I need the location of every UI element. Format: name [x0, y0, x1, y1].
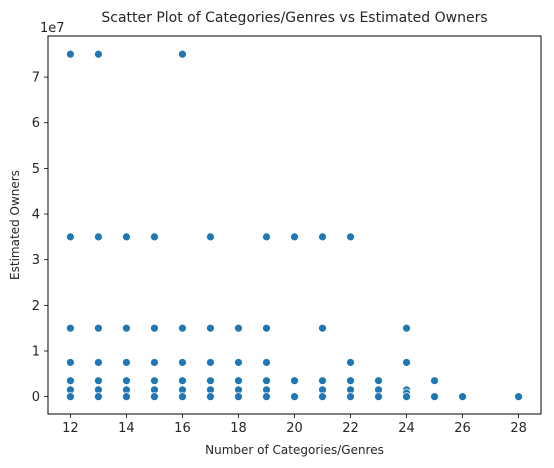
data-point — [178, 324, 186, 332]
data-point — [262, 377, 270, 385]
data-point — [206, 358, 214, 366]
data-point — [431, 377, 439, 385]
y-axis: 0 1 2 3 4 5 6 7 — [32, 71, 48, 406]
data-point — [291, 393, 299, 401]
data-point — [206, 233, 214, 241]
data-point — [319, 393, 327, 401]
data-point — [66, 50, 74, 58]
x-tick-label: 28 — [510, 421, 527, 436]
plot-frame — [48, 36, 541, 414]
data-point — [206, 393, 214, 401]
data-point — [347, 393, 355, 401]
data-point — [375, 377, 383, 385]
data-point — [234, 324, 242, 332]
x-tick-label: 22 — [342, 421, 359, 436]
data-point — [262, 393, 270, 401]
data-point — [206, 377, 214, 385]
data-point — [66, 358, 74, 366]
data-point — [234, 358, 242, 366]
data-point — [431, 393, 439, 401]
data-point — [122, 324, 130, 332]
data-point — [94, 50, 102, 58]
y-tick-label: 1 — [32, 345, 40, 360]
data-point — [319, 324, 327, 332]
data-point — [262, 324, 270, 332]
x-tick-label: 24 — [398, 421, 415, 436]
data-point — [150, 358, 158, 366]
data-point — [150, 393, 158, 401]
y-tick-label: 6 — [32, 116, 40, 131]
data-point — [262, 233, 270, 241]
data-point — [234, 393, 242, 401]
x-tick-label: 12 — [62, 421, 79, 436]
y-tick-label: 5 — [32, 162, 40, 177]
y-tick-label: 4 — [32, 208, 40, 223]
data-point — [319, 377, 327, 385]
data-point — [403, 324, 411, 332]
y-tick-label: 0 — [32, 390, 40, 405]
data-point — [291, 377, 299, 385]
data-point — [347, 377, 355, 385]
data-point — [347, 233, 355, 241]
data-point — [515, 393, 523, 401]
data-point — [178, 50, 186, 58]
data-point — [375, 393, 383, 401]
data-point — [150, 324, 158, 332]
x-tick-label: 26 — [454, 421, 471, 436]
data-point — [178, 358, 186, 366]
data-point — [150, 233, 158, 241]
data-point — [234, 377, 242, 385]
data-point — [122, 233, 130, 241]
data-point — [178, 393, 186, 401]
data-point — [122, 377, 130, 385]
y-tick-label: 3 — [32, 253, 40, 268]
y-axis-offset-label: 1e7 — [40, 21, 65, 36]
data-point — [66, 233, 74, 241]
data-point — [403, 393, 411, 401]
data-point — [122, 393, 130, 401]
data-point — [94, 377, 102, 385]
x-axis-label: Number of Categories/Genres — [205, 443, 384, 457]
data-point — [262, 358, 270, 366]
x-tick-label: 14 — [118, 421, 135, 436]
chart-title: Scatter Plot of Categories/Genres vs Est… — [101, 10, 487, 26]
y-axis-label: Estimated Owners — [8, 170, 22, 280]
data-point — [122, 358, 130, 366]
data-point — [319, 233, 327, 241]
data-point — [94, 393, 102, 401]
data-point — [94, 233, 102, 241]
x-axis: 12 14 16 18 20 22 24 26 28 — [62, 414, 527, 436]
data-point — [66, 377, 74, 385]
data-point — [178, 377, 186, 385]
points-layer — [66, 50, 522, 400]
x-tick-label: 18 — [230, 421, 247, 436]
data-point — [291, 233, 299, 241]
data-point — [66, 393, 74, 401]
data-point — [347, 358, 355, 366]
data-point — [66, 324, 74, 332]
data-point — [94, 324, 102, 332]
x-tick-label: 16 — [174, 421, 191, 436]
y-tick-label: 2 — [32, 299, 40, 314]
data-point — [206, 324, 214, 332]
data-point — [150, 377, 158, 385]
x-tick-label: 20 — [286, 421, 303, 436]
data-point — [403, 358, 411, 366]
y-tick-label: 7 — [32, 71, 40, 86]
data-point — [94, 358, 102, 366]
data-point — [459, 393, 467, 401]
